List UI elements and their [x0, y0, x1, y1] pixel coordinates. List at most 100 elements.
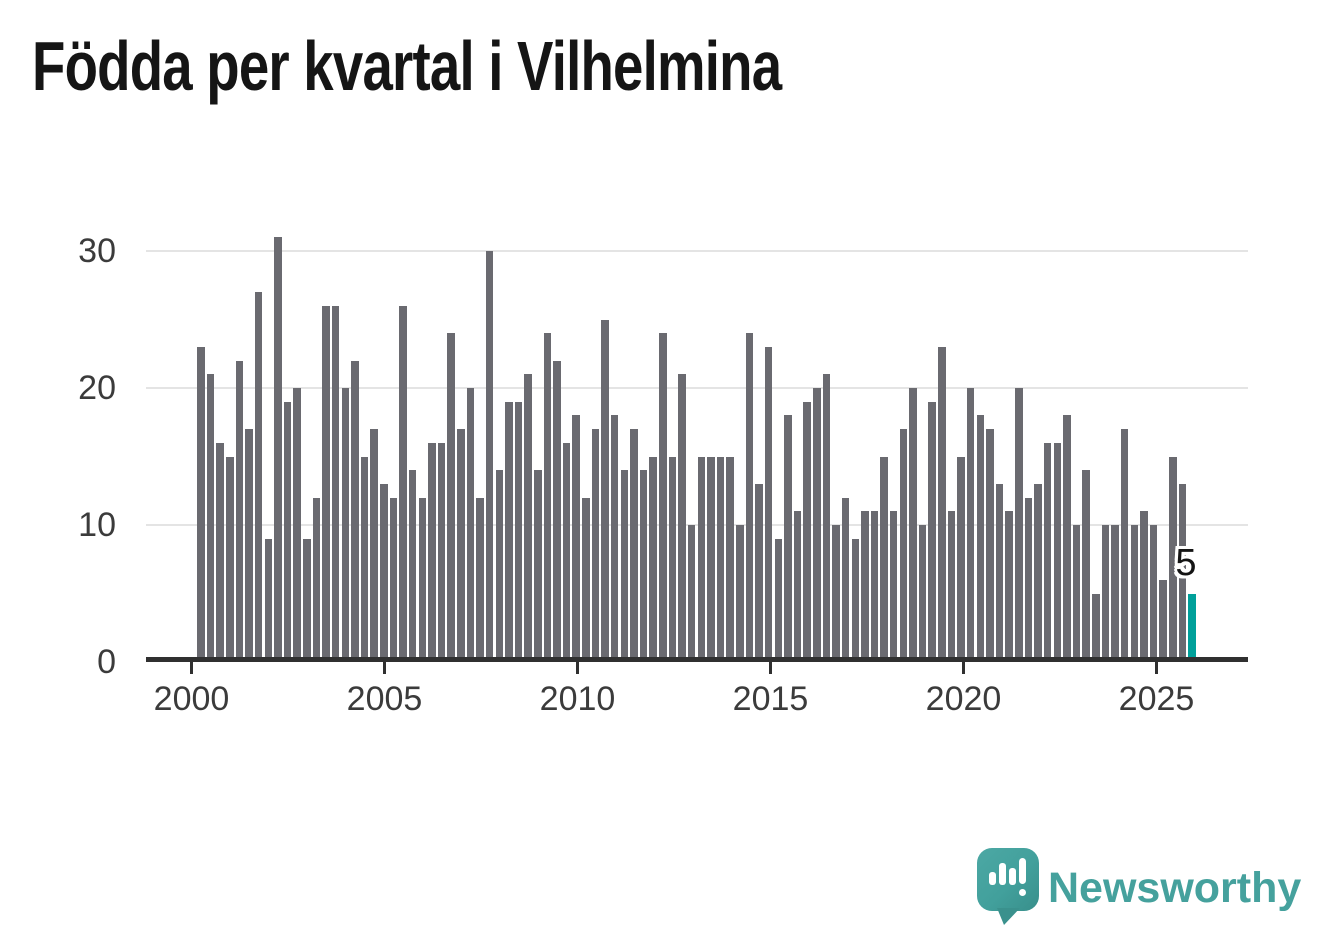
y-axis-label-30: 30: [78, 232, 116, 270]
bar-2013-q2: [707, 456, 715, 662]
x-axis-tick-2005: [383, 662, 386, 674]
bar-2015-q2: [784, 415, 792, 662]
bar-2011-q3: [639, 470, 648, 662]
bar-2021-q1: [1005, 511, 1013, 662]
bar-2014-q3: [755, 483, 763, 662]
bar-2018-q3: [909, 388, 917, 662]
bar-2024-q3: [1140, 511, 1148, 662]
bar-2001-q1: [235, 360, 244, 662]
y-axis-label-10: 10: [78, 506, 116, 544]
bar-2013-q4: [726, 456, 734, 662]
bar-2007-q2: [476, 497, 484, 662]
bar-2000-q4: [226, 456, 234, 662]
bar-2016-q3: [832, 525, 840, 662]
bar-2002-q3: [293, 388, 301, 662]
bar-2009-q3: [562, 442, 571, 662]
bar-2003-q3: [331, 305, 340, 662]
bar-2025-q4: [1188, 593, 1196, 662]
bar-2005-q1: [389, 497, 398, 662]
bar-2018-q1: [889, 511, 898, 662]
bar-2007-q1: [466, 388, 475, 662]
x-axis-label-2005: 2005: [346, 680, 423, 718]
highlight-value-label: 5: [1175, 541, 1197, 584]
bar-2004-q3: [370, 429, 378, 662]
x-axis-line: [146, 657, 1248, 662]
x-axis-tick-2000: [190, 662, 193, 674]
logo-exclamation-dot: [1019, 889, 1026, 896]
bar-2003-q2: [322, 305, 330, 662]
bar-2012-q4: [687, 525, 696, 662]
bar-2007-q4: [495, 470, 504, 662]
bar-2021-q3: [1024, 497, 1033, 662]
bar-2010-q4: [610, 415, 619, 662]
bar-2023-q2: [1092, 593, 1100, 662]
bar-2015-q3: [793, 511, 802, 662]
bar-2017-q4: [880, 456, 888, 662]
bar-2001-q4: [264, 538, 273, 662]
logo-mini-bar-2: [999, 863, 1006, 885]
bar-2019-q2: [938, 346, 946, 662]
y-axis-label-20: 20: [78, 369, 116, 407]
bar-2021-q4: [1034, 483, 1042, 662]
x-axis-label-2025: 2025: [1118, 680, 1195, 718]
gridline-y-20: [146, 387, 1248, 389]
speech-bubble-tail: [997, 908, 1020, 925]
gridline-y-10: [146, 524, 1248, 526]
bar-2016-q2: [822, 374, 831, 662]
bar-2010-q2: [591, 429, 600, 662]
bar-2002-q4: [303, 538, 311, 662]
bar-2008-q1: [505, 401, 513, 662]
bar-2009-q2: [553, 360, 561, 662]
bar-2011-q1: [620, 470, 629, 662]
bar-2025-q2: [1169, 456, 1177, 662]
bar-2011-q4: [649, 456, 657, 662]
bar-2017-q1: [851, 538, 859, 662]
bar-2001-q2: [245, 429, 253, 662]
bar-2013-q3: [716, 456, 725, 662]
bar-2019-q4: [957, 456, 965, 662]
bar-2022-q2: [1053, 442, 1062, 662]
bar-2004-q1: [351, 360, 359, 662]
bar-2001-q3: [254, 292, 263, 662]
x-axis-label-2020: 2020: [925, 680, 1002, 718]
chart-title: Födda per kvartal i Vilhelmina: [32, 27, 782, 105]
bar-2003-q4: [341, 388, 350, 662]
bar-2020-q1: [966, 388, 975, 662]
bar-2011-q2: [630, 429, 638, 662]
logo-exclamation-icon: [1019, 858, 1026, 884]
bar-2018-q2: [899, 429, 908, 662]
x-axis-label-2010: 2010: [539, 680, 616, 718]
bar-2020-q4: [995, 483, 1004, 662]
bar-2017-q2: [861, 511, 869, 662]
bar-2000-q3: [216, 442, 224, 662]
bar-2023-q4: [1111, 525, 1119, 662]
bar-2006-q2: [437, 442, 446, 662]
bar-2002-q1: [274, 237, 282, 662]
bar-2010-q3: [601, 319, 609, 662]
bar-2019-q1: [928, 401, 936, 662]
bar-2009-q1: [543, 333, 552, 662]
bar-2022-q1: [1043, 442, 1052, 662]
bar-2005-q3: [408, 470, 417, 662]
bar-2015-q4: [803, 401, 811, 662]
gridline-y-30: [146, 250, 1248, 252]
brand-name: Newsworthy: [1048, 864, 1302, 912]
bar-2004-q2: [360, 456, 369, 662]
bar-2010-q1: [582, 497, 590, 662]
bar-2024-q1: [1120, 429, 1129, 662]
x-axis-label-2000: 2000: [153, 680, 230, 718]
bar-2024-q4: [1149, 525, 1158, 662]
bar-2003-q1: [312, 497, 321, 662]
logo-mini-bar-1: [989, 872, 996, 885]
speech-bubble-bar-chart-icon: [977, 848, 1039, 911]
bar-2016-q4: [841, 497, 850, 662]
x-axis-tick-2010: [576, 662, 579, 674]
x-axis-tick-2025: [1155, 662, 1158, 674]
bar-2008-q2: [514, 401, 523, 662]
bar-2020-q3: [986, 429, 994, 662]
bar-2006-q3: [447, 333, 455, 662]
x-axis-label-2015: 2015: [732, 680, 809, 718]
bar-2012-q2: [668, 456, 677, 662]
bar-2000-q2: [206, 374, 215, 662]
bar-2005-q2: [399, 305, 407, 662]
